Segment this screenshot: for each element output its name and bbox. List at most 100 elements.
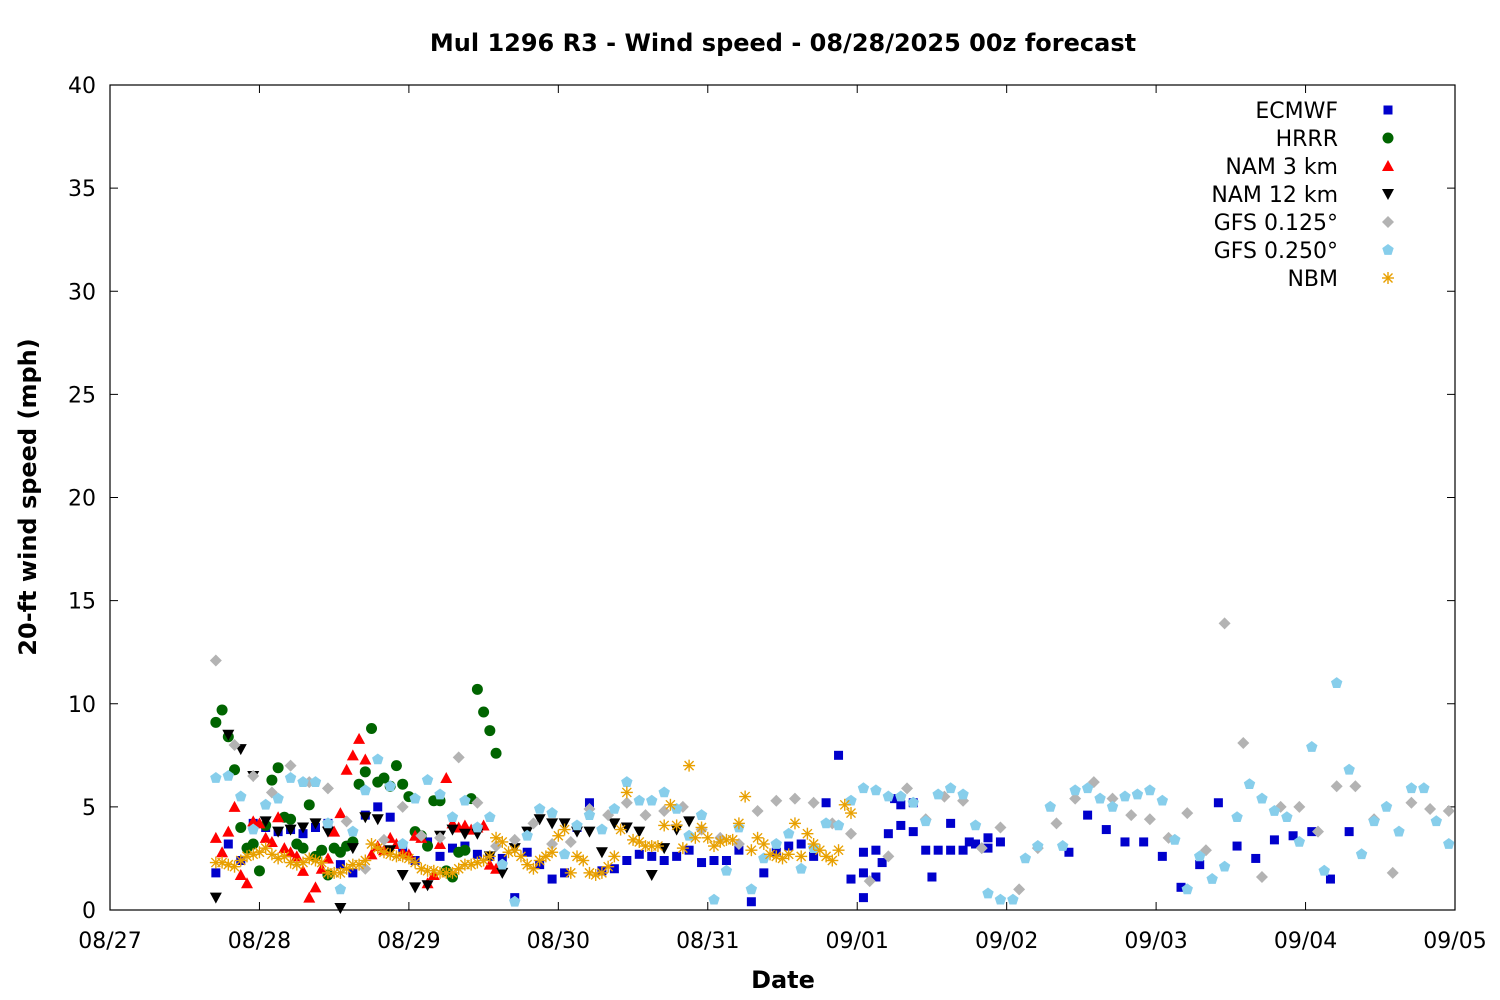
data-point	[228, 800, 241, 812]
data-point	[377, 833, 390, 846]
legend-label: GFS 0.250°	[1214, 239, 1338, 264]
data-point	[484, 725, 496, 737]
data-point	[235, 790, 247, 802]
data-point	[497, 853, 507, 863]
data-point	[253, 865, 265, 877]
data-point	[927, 872, 937, 882]
data-point	[734, 845, 744, 855]
data-point	[1405, 782, 1418, 794]
data-point	[1243, 778, 1256, 790]
x-tick-label: 08/29	[377, 929, 440, 954]
data-point	[720, 864, 733, 876]
data-point	[1013, 883, 1026, 896]
legend-label: NAM 12 km	[1211, 183, 1338, 208]
data-point	[222, 769, 235, 781]
data-point	[340, 862, 353, 875]
data-point	[446, 811, 459, 823]
y-axis: 0 5 10 15 20 25 30 35 40	[68, 74, 1455, 924]
data-point	[647, 851, 657, 861]
legend-label: HRRR	[1276, 127, 1338, 152]
data-point	[315, 856, 328, 869]
data-point	[608, 818, 621, 830]
data-point	[1144, 784, 1156, 796]
data-point	[290, 858, 303, 871]
y-tick-label: 40	[68, 74, 96, 99]
data-point	[509, 895, 521, 907]
data-point	[359, 854, 372, 867]
data-point	[222, 729, 235, 741]
data-point	[795, 850, 808, 863]
data-point	[309, 818, 322, 830]
data-point	[946, 845, 956, 855]
data-point	[732, 838, 745, 850]
data-point	[944, 782, 957, 794]
data-point	[496, 867, 509, 879]
data-point	[583, 809, 596, 820]
data-point	[1195, 860, 1205, 870]
data-point	[1101, 825, 1111, 835]
data-point	[1251, 853, 1261, 863]
data-point	[272, 762, 284, 774]
data-point	[1330, 677, 1343, 688]
data-point	[1318, 864, 1330, 876]
data-point	[235, 822, 247, 833]
data-point	[409, 792, 421, 804]
data-point	[883, 829, 893, 839]
data-point	[1293, 835, 1306, 847]
data-point	[1281, 811, 1293, 823]
data-point	[896, 800, 906, 810]
data-point	[788, 817, 801, 830]
data-point	[1181, 807, 1194, 820]
data-point	[1368, 815, 1380, 827]
data-point	[1312, 825, 1325, 838]
data-point	[508, 833, 521, 846]
data-point	[359, 784, 372, 796]
data-point	[346, 749, 359, 761]
data-point	[372, 753, 384, 765]
data-point	[658, 819, 671, 832]
data-point	[490, 831, 503, 844]
data-point	[1349, 780, 1362, 793]
data-point	[633, 794, 645, 806]
data-point	[359, 753, 372, 765]
data-point	[1081, 782, 1094, 794]
data-point	[396, 838, 409, 849]
data-point	[284, 772, 297, 783]
data-point	[745, 883, 758, 895]
data-point	[353, 858, 366, 871]
data-point	[478, 706, 490, 718]
data-point	[832, 819, 845, 831]
data-point	[907, 796, 919, 808]
x-tick-label: 09/03	[1124, 929, 1187, 954]
data-point	[659, 856, 669, 865]
data-point	[278, 842, 291, 854]
data-point	[259, 831, 272, 843]
data-point	[877, 858, 887, 868]
legend-marker	[1383, 105, 1393, 115]
data-point	[1057, 840, 1069, 851]
legend-marker	[1382, 189, 1394, 200]
data-point	[1355, 848, 1368, 860]
data-point	[870, 784, 882, 796]
data-point	[1083, 810, 1093, 820]
data-point	[234, 868, 247, 880]
data-point	[272, 811, 285, 823]
data-point	[634, 849, 644, 859]
data-point	[335, 860, 345, 870]
data-point	[921, 845, 931, 855]
data-point	[596, 823, 608, 835]
x-tick-label: 09/04	[1274, 929, 1337, 954]
data-point	[211, 868, 221, 878]
data-point	[347, 825, 359, 837]
data-point	[832, 844, 845, 857]
data-point	[1106, 792, 1119, 805]
data-point	[882, 790, 895, 802]
data-point	[385, 812, 395, 822]
data-point	[452, 751, 465, 764]
data-point	[366, 723, 378, 734]
data-point	[994, 893, 1007, 905]
data-point	[490, 840, 503, 853]
data-point	[746, 897, 756, 907]
data-point	[321, 852, 334, 864]
data-point	[614, 823, 627, 836]
